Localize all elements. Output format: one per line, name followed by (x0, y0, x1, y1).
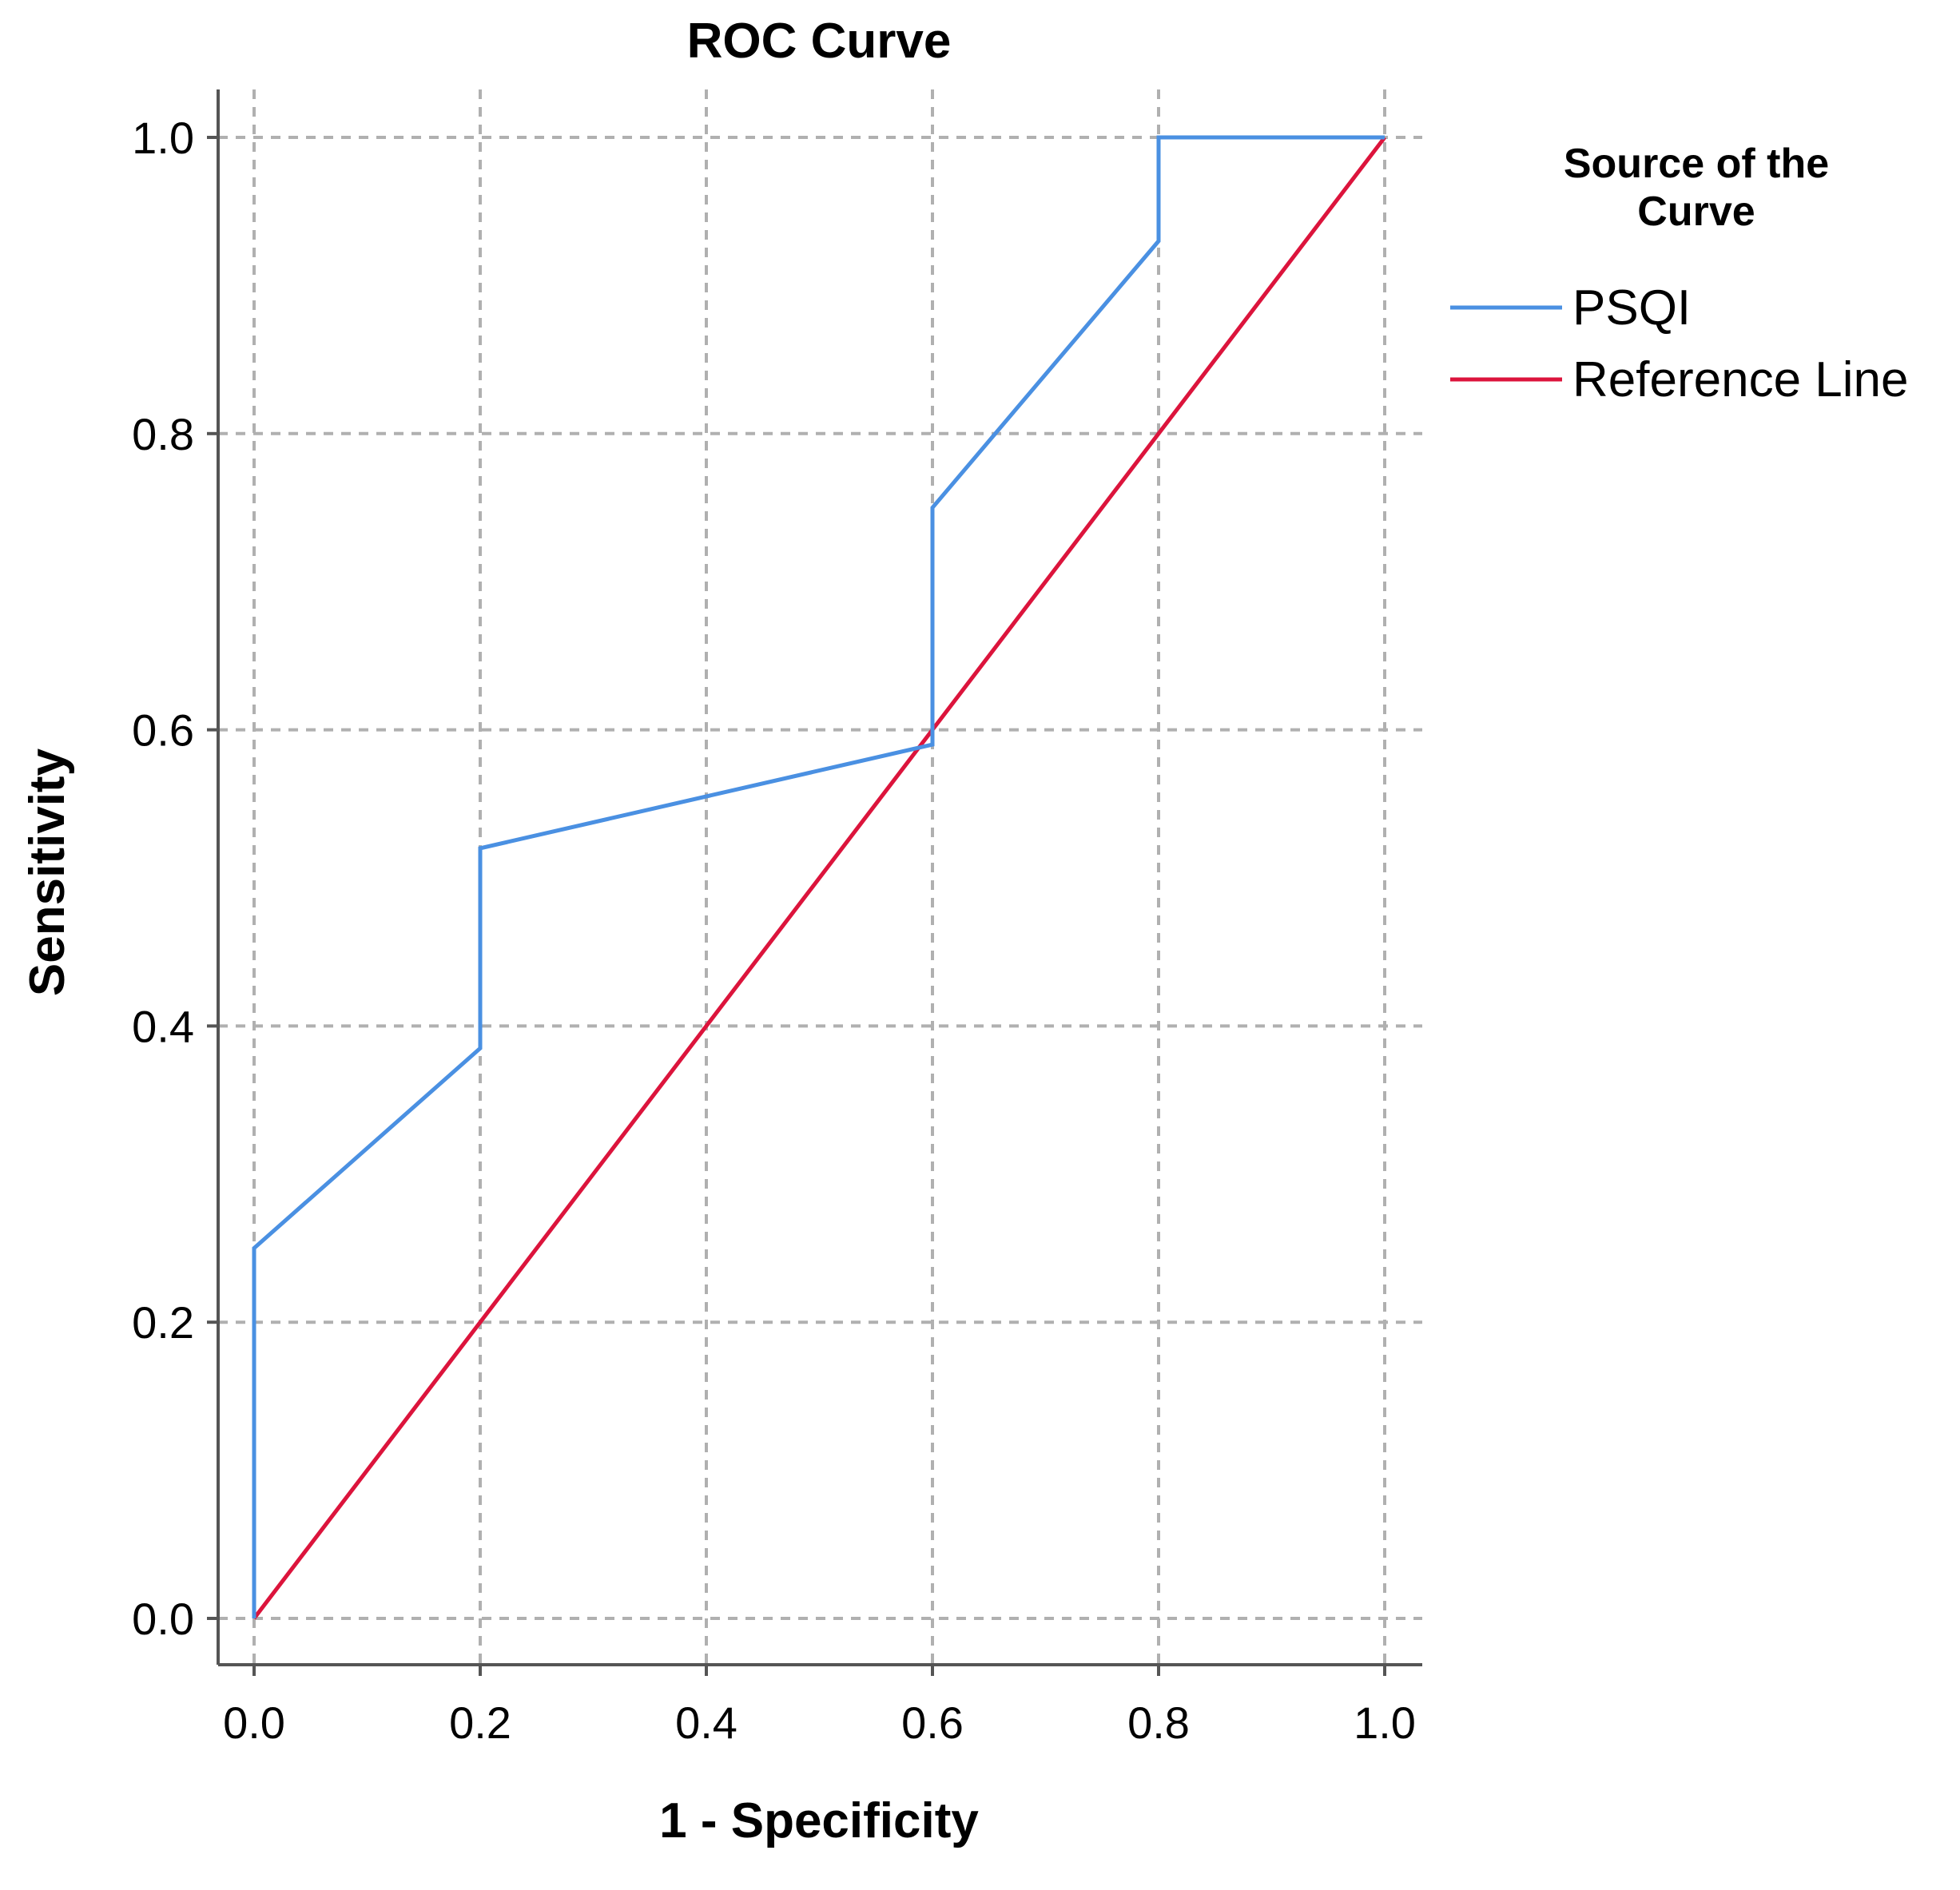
axis-layer: 0.0 0.2 0.4 0.6 0.8 1.0 0.0 0.2 0.4 0.6 0.8 1.0 (132, 89, 1422, 1748)
x-tick-label: 0.8 (1127, 1697, 1190, 1748)
reference-line-legend-label: Reference Line (1572, 352, 1909, 407)
x-tick-label: 0.2 (449, 1697, 511, 1748)
x-axis-label: 1 - Specificity (659, 1793, 979, 1848)
psqi-legend-label: PSQI (1572, 280, 1691, 336)
y-tick-label: 0.8 (132, 409, 194, 459)
x-tick-label: 0.0 (223, 1697, 285, 1748)
legend-items: PSQI Reference Line (1450, 280, 1909, 407)
x-tick-label: 0.6 (901, 1697, 964, 1748)
legend: Source of the Curve PSQI Reference Line (1450, 141, 1909, 407)
x-tick-label: 0.4 (675, 1697, 737, 1748)
chart-title: ROC Curve (687, 14, 952, 69)
reference-line-series-line (252, 136, 1386, 1620)
x-tick-label: 1.0 (1354, 1697, 1416, 1748)
y-axis-label: Sensitivity (20, 748, 75, 996)
y-tick-label: 0.6 (132, 705, 194, 756)
y-tick-label: 0.4 (132, 1001, 194, 1051)
legend-title-line-2: Curve (1637, 189, 1755, 235)
series-layer (252, 135, 1386, 1620)
y-tick-label: 0.2 (132, 1297, 194, 1348)
legend-title-line-1: Source of the (1564, 141, 1829, 187)
y-tick-label: 1.0 (132, 113, 194, 163)
grid-layer (218, 89, 1422, 1665)
psqi-series-line (252, 135, 1385, 1618)
y-tick-label: 0.0 (132, 1594, 194, 1644)
